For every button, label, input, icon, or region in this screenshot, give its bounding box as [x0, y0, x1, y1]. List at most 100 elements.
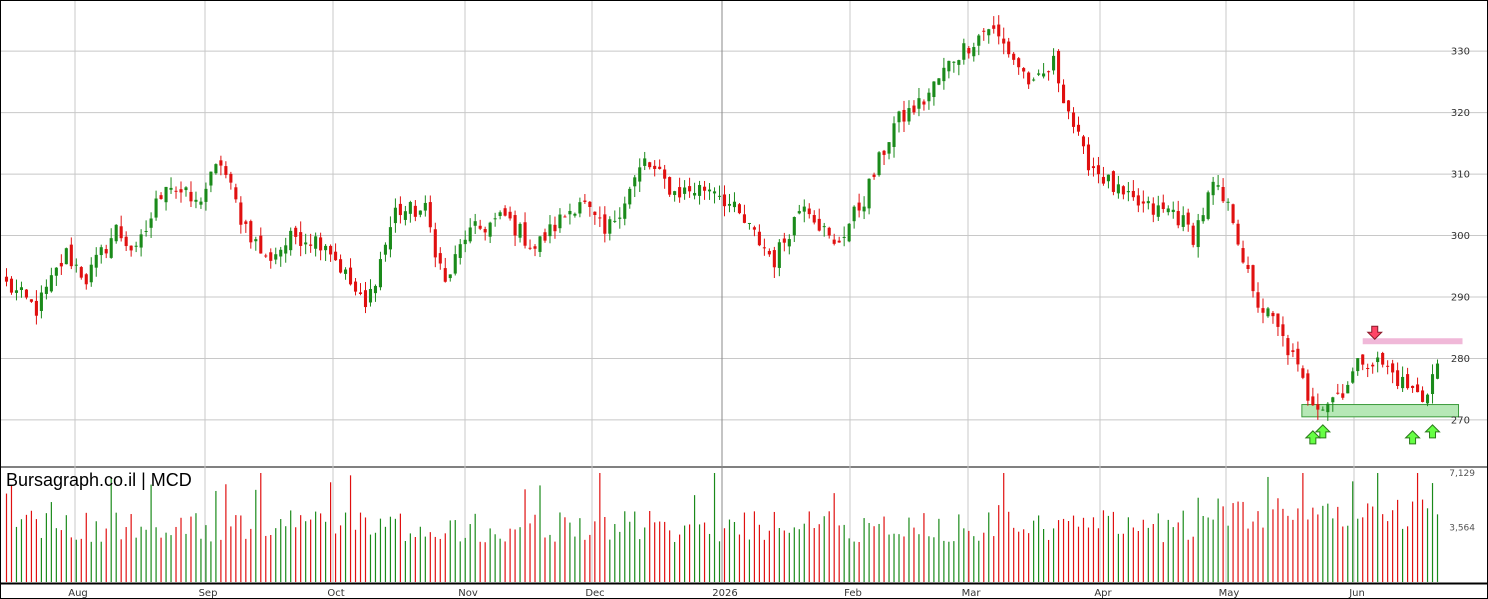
candle-down: [583, 194, 587, 204]
candle-down: [1002, 27, 1006, 55]
candle-down: [1286, 334, 1290, 365]
candle-body: [1216, 185, 1220, 187]
candle-body: [329, 245, 333, 255]
candle-body: [289, 230, 293, 251]
candle-down: [299, 221, 303, 257]
candle-body: [1146, 201, 1150, 204]
candle-up: [852, 205, 856, 229]
candle-body: [1027, 72, 1031, 85]
candle-down: [1411, 385, 1415, 393]
buy-signal-up-arrow-icon: [1424, 424, 1441, 439]
candle-up: [149, 212, 153, 238]
candle-body: [603, 214, 607, 234]
candle-up: [1401, 366, 1405, 392]
candle-down: [478, 219, 482, 231]
candle-body: [1421, 390, 1425, 402]
candle-down: [817, 208, 821, 232]
candle-up: [383, 242, 387, 262]
candle-up: [109, 228, 113, 259]
candle-body: [1042, 73, 1046, 77]
candle-up: [683, 180, 687, 200]
candle-up: [114, 224, 118, 244]
candle-body: [44, 286, 48, 294]
candle-body: [1346, 384, 1350, 394]
candle-down: [588, 201, 592, 217]
candle-body: [34, 300, 38, 316]
candle-body: [1136, 195, 1140, 206]
candle-down: [1086, 137, 1091, 176]
candle-up: [628, 186, 632, 209]
candle-down: [1366, 363, 1370, 378]
candle-body: [1306, 373, 1310, 401]
candle-body: [1376, 357, 1380, 363]
candle-body: [1076, 124, 1081, 132]
candle-body: [1062, 84, 1066, 104]
candle-body: [877, 152, 881, 176]
candle-body: [1301, 368, 1305, 378]
candle-down: [563, 214, 567, 218]
candle-body: [418, 210, 422, 215]
candle-body: [623, 203, 627, 219]
candle-body: [663, 169, 667, 179]
candle-down: [1161, 194, 1165, 213]
candle-body: [1336, 392, 1340, 394]
candle-up: [1351, 367, 1355, 384]
candle-down: [348, 258, 353, 286]
candle-up: [344, 267, 348, 280]
candle-down: [1246, 256, 1250, 273]
candle-body: [214, 164, 218, 174]
month-label: Jun: [1348, 588, 1365, 599]
candle-down: [129, 245, 133, 257]
candle-body: [264, 255, 268, 257]
candle-down: [1186, 208, 1190, 232]
candle-down: [443, 257, 447, 283]
candle-body: [124, 236, 128, 247]
candle-body: [9, 278, 14, 293]
candle-body: [1221, 187, 1225, 202]
candle-down: [872, 172, 876, 180]
candle-up: [707, 183, 712, 200]
candle-up: [1206, 190, 1210, 221]
candle-up: [1196, 213, 1200, 258]
candle-body: [668, 177, 672, 195]
candle-body: [852, 206, 856, 222]
candle-body: [897, 111, 901, 123]
candle-down: [269, 248, 273, 269]
candle-down: [1311, 387, 1315, 406]
candle-down: [533, 244, 537, 257]
candle-up: [797, 204, 801, 215]
candle-body: [149, 218, 153, 228]
candle-body: [892, 123, 896, 147]
candle-up: [1430, 364, 1435, 404]
candle-up: [538, 235, 542, 258]
price-tick-label: 310: [1451, 170, 1470, 181]
candle-up: [403, 205, 407, 226]
candle-down: [438, 247, 442, 270]
candle-down: [1396, 362, 1400, 390]
candle-down: [1121, 185, 1125, 200]
candle-body: [4, 276, 9, 282]
candle-body: [284, 245, 288, 254]
candle-body: [199, 201, 203, 205]
candle-up: [214, 163, 218, 175]
candle-body: [1366, 368, 1370, 370]
candle-body: [698, 185, 702, 196]
annotation-zones: [1301, 338, 1463, 418]
candle-body: [782, 238, 786, 243]
candle-body: [79, 267, 83, 278]
candle-body: [1291, 350, 1295, 352]
candle-down: [1027, 71, 1031, 89]
candle-up: [144, 220, 148, 237]
candle-down: [722, 185, 727, 217]
candle-up: [693, 182, 697, 200]
candle-body: [643, 158, 647, 166]
candle-up: [802, 199, 806, 223]
candle-up: [314, 232, 318, 257]
candle-body: [1411, 385, 1415, 388]
candle-down: [1406, 367, 1410, 390]
candle-up: [1425, 393, 1430, 407]
candle-down: [1091, 157, 1096, 177]
